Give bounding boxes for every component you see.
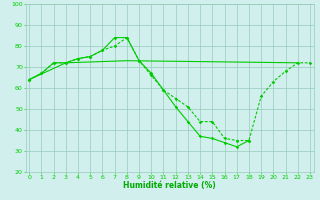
X-axis label: Humidité relative (%): Humidité relative (%) — [123, 181, 216, 190]
